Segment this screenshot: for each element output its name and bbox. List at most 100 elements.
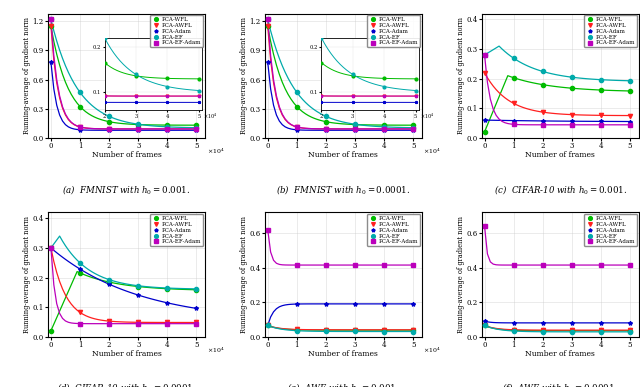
PCA-AWFL [134, 320, 142, 325]
PCA-AWFL [322, 127, 330, 131]
PCA-EF [134, 283, 142, 288]
PCA-WFL [410, 123, 417, 127]
PCA-EF-Adam [351, 127, 359, 131]
PCA-WFL [510, 328, 518, 332]
Text: (a)  FMNIST with $h_0 = 0.001$.: (a) FMNIST with $h_0 = 0.001$. [63, 183, 191, 195]
PCA-EF [626, 330, 634, 334]
PCA-Adam [193, 306, 200, 311]
PCA-EF [134, 122, 142, 127]
PCA-WFL [193, 288, 200, 292]
PCA-Adam [193, 128, 200, 133]
PCA-Adam [47, 60, 55, 64]
PCA-AWFL [76, 125, 84, 129]
PCA-EF-Adam [481, 224, 488, 229]
Line: PCA-Adam: PCA-Adam [49, 60, 198, 132]
PCA-WFL [481, 323, 488, 328]
PCA-Adam [481, 319, 488, 324]
PCA-AWFL [193, 127, 200, 131]
PCA-EF [47, 17, 55, 22]
PCA-WFL [597, 88, 605, 92]
Y-axis label: Running-average of gradient norm: Running-average of gradient norm [240, 216, 248, 333]
PCA-Adam [163, 128, 171, 133]
PCA-Adam [568, 119, 575, 123]
PCA-EF [380, 125, 388, 129]
PCA-WFL [76, 271, 84, 275]
PCA-AWFL [539, 110, 547, 115]
Line: PCA-AWFL: PCA-AWFL [266, 324, 415, 332]
PCA-WFL [322, 328, 330, 332]
PCA-Adam [322, 128, 330, 133]
PCA-Adam [410, 128, 417, 133]
Legend: PCA-WFL, PCA-AWFL, PCA-Adam, PCA-EF, PCA-EF-Adam: PCA-WFL, PCA-AWFL, PCA-Adam, PCA-EF, PCA… [367, 214, 420, 246]
Line: PCA-AWFL: PCA-AWFL [49, 246, 198, 325]
PCA-EF-Adam [76, 321, 84, 326]
Text: $\times10^4$: $\times10^4$ [424, 345, 442, 355]
PCA-AWFL [410, 327, 417, 332]
Y-axis label: Running-average of gradient norm: Running-average of gradient norm [457, 216, 465, 333]
Line: PCA-EF: PCA-EF [266, 17, 415, 130]
PCA-Adam [47, 246, 55, 250]
PCA-EF-Adam [76, 125, 84, 129]
PCA-EF [626, 79, 634, 83]
PCA-EF-Adam [481, 53, 488, 57]
PCA-Adam [510, 118, 518, 123]
PCA-AWFL [597, 328, 605, 332]
PCA-AWFL [351, 327, 359, 332]
PCA-WFL [293, 327, 301, 332]
PCA-EF-Adam [105, 321, 113, 326]
PCA-Adam [293, 302, 301, 307]
PCA-AWFL [293, 125, 301, 129]
Line: PCA-Adam: PCA-Adam [49, 246, 198, 310]
PCA-Adam [539, 320, 547, 325]
PCA-EF-Adam [597, 263, 605, 267]
PCA-EF [510, 329, 518, 333]
PCA-WFL [264, 323, 271, 328]
PCA-EF [322, 329, 330, 334]
Line: PCA-EF: PCA-EF [483, 324, 632, 334]
PCA-EF [568, 75, 575, 79]
X-axis label: Number of frames: Number of frames [308, 151, 378, 159]
PCA-Adam [568, 320, 575, 325]
PCA-EF-Adam [510, 263, 518, 267]
PCA-Adam [380, 128, 388, 133]
PCA-EF [322, 114, 330, 119]
PCA-Adam [105, 282, 113, 286]
PCA-EF-Adam [568, 123, 575, 127]
PCA-Adam [626, 320, 634, 325]
Line: PCA-EF: PCA-EF [49, 17, 198, 130]
Y-axis label: Running-average of gradient norm: Running-average of gradient norm [23, 17, 31, 134]
PCA-WFL [597, 328, 605, 333]
PCA-Adam [539, 119, 547, 123]
PCA-AWFL [410, 127, 417, 131]
PCA-EF-Adam [626, 123, 634, 127]
Y-axis label: Running-average of gradient norm: Running-average of gradient norm [23, 216, 31, 333]
PCA-AWFL [351, 127, 359, 131]
PCA-WFL [380, 123, 388, 127]
Legend: PCA-WFL, PCA-AWFL, PCA-Adam, PCA-EF, PCA-EF-Adam: PCA-WFL, PCA-AWFL, PCA-Adam, PCA-EF, PCA… [367, 15, 420, 48]
PCA-EF [264, 17, 271, 22]
PCA-AWFL [264, 24, 271, 29]
PCA-WFL [76, 104, 84, 109]
PCA-WFL [410, 328, 417, 332]
Text: (b)  FMNIST with $h_0 = 0.0001$.: (b) FMNIST with $h_0 = 0.0001$. [276, 183, 410, 195]
PCA-EF [351, 122, 359, 127]
PCA-Adam [410, 301, 417, 306]
PCA-Adam [322, 301, 330, 306]
PCA-Adam [134, 293, 142, 297]
PCA-Adam [351, 301, 359, 306]
PCA-EF-Adam [597, 123, 605, 127]
Line: PCA-EF-Adam: PCA-EF-Adam [483, 224, 632, 267]
Line: PCA-AWFL: PCA-AWFL [49, 24, 198, 131]
PCA-AWFL [322, 327, 330, 332]
PCA-EF [163, 125, 171, 129]
X-axis label: Number of frames: Number of frames [525, 151, 595, 159]
PCA-AWFL [163, 127, 171, 131]
Line: PCA-AWFL: PCA-AWFL [483, 324, 632, 332]
PCA-WFL [539, 328, 547, 333]
PCA-EF-Adam [163, 127, 171, 131]
PCA-WFL [47, 24, 55, 29]
PCA-WFL [626, 328, 634, 333]
PCA-EF [105, 277, 113, 282]
PCA-AWFL [510, 327, 518, 332]
PCA-Adam [351, 128, 359, 133]
